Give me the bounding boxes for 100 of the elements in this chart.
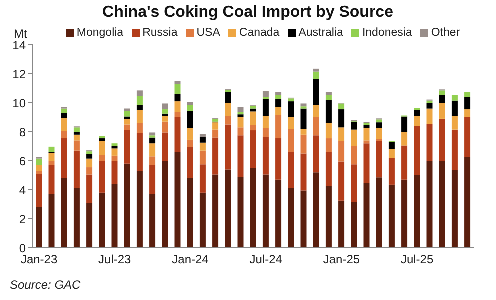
bar (162, 161, 168, 248)
bar (276, 138, 282, 180)
bar (388, 158, 395, 185)
bar (48, 161, 55, 166)
bar (364, 125, 370, 128)
bar (300, 134, 307, 154)
bar (136, 105, 143, 110)
bar (439, 90, 446, 96)
bar (250, 106, 256, 109)
bar (150, 144, 156, 157)
bar (388, 142, 395, 150)
bar (402, 180, 408, 248)
bar (351, 130, 358, 146)
bar (376, 178, 382, 248)
bar (124, 124, 130, 131)
bar (288, 118, 294, 130)
bar (439, 95, 446, 103)
bar (238, 118, 244, 128)
bar (150, 165, 156, 194)
bar (250, 125, 256, 131)
bar (99, 136, 106, 139)
bar (124, 118, 130, 125)
bar (313, 118, 320, 136)
bar (48, 146, 55, 152)
bar (36, 174, 42, 208)
legend-label: Indonesia (361, 27, 412, 39)
bar (426, 161, 433, 248)
bar (351, 122, 358, 130)
bar (212, 122, 219, 130)
bar (326, 123, 332, 139)
bar (452, 170, 458, 248)
bar (439, 103, 446, 119)
bar (262, 91, 269, 98)
bar (402, 132, 408, 146)
bar (414, 126, 420, 176)
bar (376, 122, 382, 128)
bar (326, 92, 332, 96)
bar (464, 110, 471, 118)
bar (326, 95, 332, 100)
bar (338, 141, 345, 162)
bar (162, 122, 168, 133)
bar (74, 134, 80, 141)
y-axis-title: Mt (14, 27, 28, 41)
bar (136, 96, 143, 106)
bar (300, 104, 307, 107)
bar (112, 144, 118, 146)
bar (376, 128, 382, 140)
bar (364, 128, 370, 141)
bar (112, 148, 118, 156)
bar (338, 110, 345, 128)
bar (212, 138, 219, 175)
bar (414, 176, 420, 248)
bar (200, 192, 206, 248)
bar (61, 178, 68, 248)
bar (388, 184, 395, 248)
bar (61, 131, 68, 139)
bar (187, 140, 194, 148)
bar (238, 112, 244, 115)
bar (99, 141, 106, 156)
x-tick-label: Jul-25 (400, 252, 434, 267)
bar (200, 134, 206, 138)
legend-label: Mongolia (76, 27, 124, 39)
bar (187, 128, 194, 140)
x-tick-label: Jul-24 (250, 252, 283, 267)
bar (452, 95, 458, 101)
bar (187, 105, 194, 111)
bar (162, 104, 168, 110)
bar (338, 162, 345, 201)
bar (262, 116, 269, 128)
bar (86, 203, 93, 248)
bar (36, 165, 42, 172)
bar (187, 147, 194, 178)
bar (187, 178, 194, 248)
bar (136, 171, 143, 248)
bar (61, 138, 68, 178)
bar (74, 150, 80, 189)
bar (364, 140, 370, 144)
bar (212, 118, 219, 122)
bar (250, 168, 256, 248)
bar (150, 194, 156, 248)
legend-label: Australia (298, 27, 344, 39)
bar (112, 161, 118, 184)
bar (313, 172, 320, 248)
bar (262, 128, 269, 138)
bar (326, 100, 332, 124)
legend-label: USA (196, 27, 220, 39)
bar (464, 97, 471, 110)
bar (338, 200, 345, 248)
bar (48, 153, 55, 161)
bar (150, 132, 156, 136)
bar (86, 158, 93, 168)
bar (351, 164, 358, 202)
bar (150, 156, 156, 166)
bar (402, 116, 408, 132)
bar (99, 161, 106, 193)
bar (238, 128, 244, 136)
bar (200, 164, 206, 193)
bar (36, 158, 42, 166)
bar (414, 110, 420, 116)
bar (48, 194, 55, 248)
